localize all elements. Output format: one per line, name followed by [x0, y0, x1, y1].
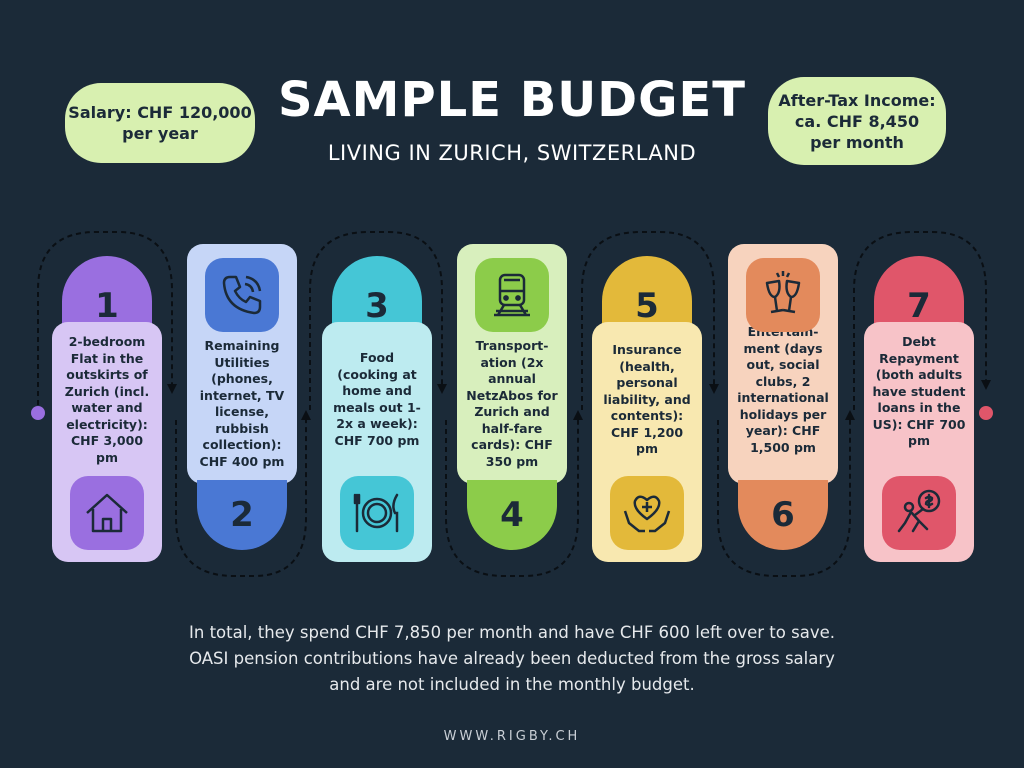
budget-step-7: 7 Debt Repayment (both adults have stude…	[864, 256, 974, 566]
income-line-1: After-Tax Income:	[778, 90, 936, 110]
step-7-card: Debt Repayment (both adults have student…	[864, 322, 974, 562]
website-url: WWW.RIGBY.CH	[443, 729, 581, 744]
salary-pill: Salary: CHF 120,000 per year	[65, 83, 255, 163]
phone-icon	[205, 258, 279, 332]
step-2-number: 2	[197, 480, 287, 550]
step-5-text: Insurance (health, personal liability, a…	[603, 342, 691, 456]
budget-step-6: Entertain-ment (days out, social clubs, …	[728, 244, 838, 554]
house-icon	[70, 476, 144, 550]
page-title: SAMPLE BUDGET	[277, 72, 747, 128]
budget-step-5: 5 Insurance (health, personal liability,…	[592, 256, 702, 566]
salary-line-2: per year	[122, 124, 198, 143]
step-3-text: Food (cooking at home and meals out 1-2x…	[333, 350, 421, 448]
step-4-card: Transport-ation (2x annual NetzAbos for …	[457, 244, 567, 484]
income-line-3: per month	[810, 132, 904, 152]
debt-burden-icon	[882, 476, 956, 550]
step-6-number: 6	[738, 480, 828, 550]
summary-line-3: and are not included in the monthly budg…	[329, 675, 695, 694]
budget-step-1: 1 2-bedroom Flat in the outskirts of Zur…	[52, 256, 162, 566]
step-2-card: Remaining Utilities (phones, internet, T…	[187, 244, 297, 484]
champagne-toast-icon	[746, 258, 820, 332]
step-1-text: 2-bedroom Flat in the outskirts of Zuric…	[64, 334, 150, 465]
summary-text: In total, they spend CHF 7,850 per month…	[112, 620, 912, 698]
after-tax-income-pill: After-Tax Income: ca. CHF 8,450 per mont…	[768, 77, 946, 165]
budget-step-3: 3 Food (cooking at home and meals out 1-…	[322, 256, 432, 566]
budget-step-4: Transport-ation (2x annual NetzAbos for …	[457, 244, 567, 554]
summary-line-2: OASI pension contributions have already …	[189, 649, 835, 668]
plate-cutlery-icon	[340, 476, 414, 550]
train-icon	[475, 258, 549, 332]
step-6-text: Entertain-ment (days out, social clubs, …	[737, 324, 829, 455]
step-7-text: Debt Repayment (both adults have student…	[872, 334, 966, 448]
step-3-card: Food (cooking at home and meals out 1-2x…	[322, 322, 432, 562]
step-2-text: Remaining Utilities (phones, internet, T…	[199, 338, 285, 469]
salary-line-1: Salary: CHF 120,000	[68, 103, 252, 122]
health-care-hands-icon	[610, 476, 684, 550]
page-subtitle: LIVING IN ZURICH, SWITZERLAND	[327, 141, 697, 165]
step-1-card: 2-bedroom Flat in the outskirts of Zuric…	[52, 322, 162, 562]
budget-step-2: Remaining Utilities (phones, internet, T…	[187, 244, 297, 554]
step-5-card: Insurance (health, personal liability, a…	[592, 322, 702, 562]
summary-line-1: In total, they spend CHF 7,850 per month…	[189, 623, 835, 642]
step-4-number: 4	[467, 480, 557, 550]
step-4-text: Transport-ation (2x annual NetzAbos for …	[466, 338, 558, 469]
step-6-card: Entertain-ment (days out, social clubs, …	[728, 244, 838, 484]
income-line-2: ca. CHF 8,450	[794, 111, 920, 131]
